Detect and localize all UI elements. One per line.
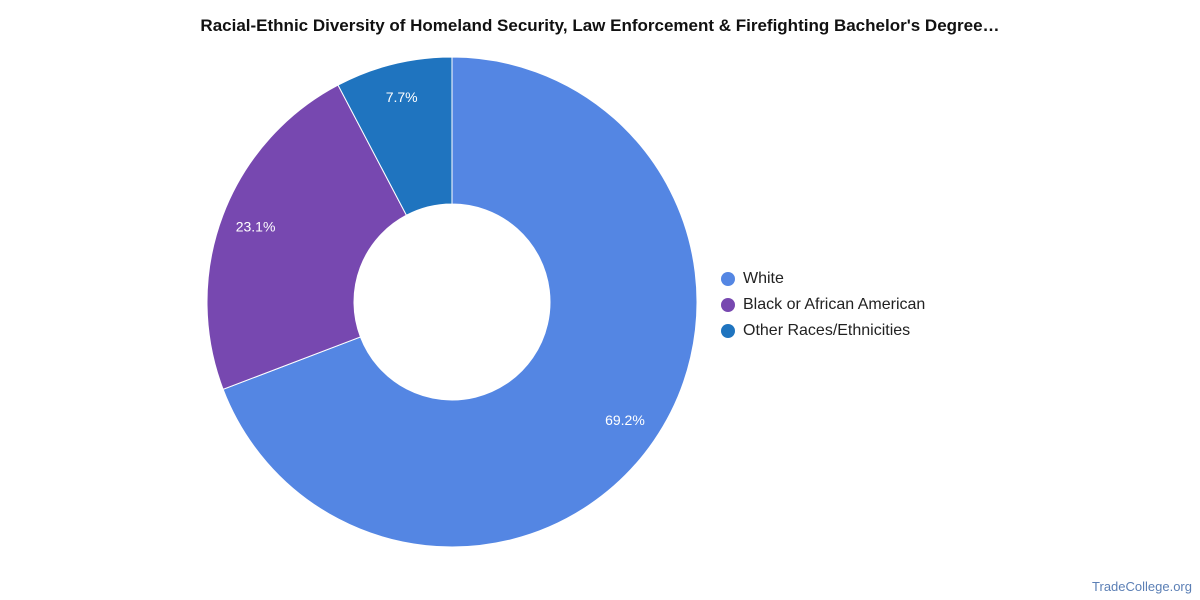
legend-item-black-or-african-american[interactable]: Black or African American (721, 292, 925, 318)
legend-swatch (721, 324, 735, 338)
source-credit[interactable]: TradeCollege.org (1092, 579, 1192, 594)
legend-swatch (721, 272, 735, 286)
legend: White Black or African American Other Race… (721, 266, 925, 344)
legend-swatch (721, 298, 735, 312)
slice-white[interactable] (222, 56, 698, 548)
slice-black-or-african-american[interactable] (206, 84, 408, 390)
slice-value-label: 69.2% (605, 412, 645, 428)
legend-label: White (743, 270, 784, 287)
legend-item-other-races-ethnicities[interactable]: Other Races/Ethnicities (721, 318, 925, 344)
slice-value-label: 23.1% (236, 218, 276, 234)
chart-title: Racial-Ethnic Diversity of Homeland Secu… (200, 16, 1000, 35)
slice-other-races-ethnicities[interactable] (337, 56, 453, 216)
legend-label: Other Races/Ethnicities (743, 322, 911, 339)
legend-label: Black or African American (743, 296, 926, 313)
legend-item-white[interactable]: White (721, 266, 925, 292)
slice-value-label: 7.7% (386, 89, 418, 105)
